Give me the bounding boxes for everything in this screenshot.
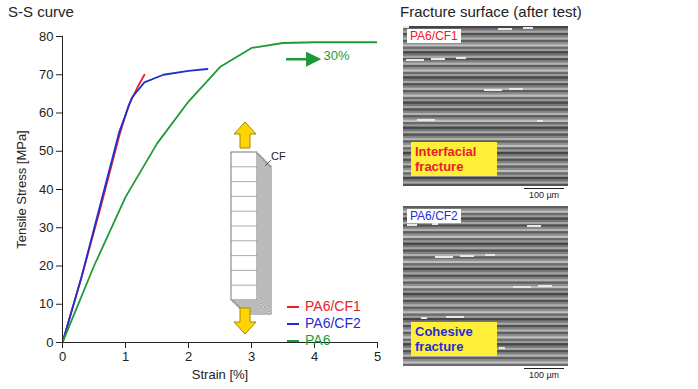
svg-text:30%: 30% (324, 48, 350, 63)
svg-text:4: 4 (311, 349, 318, 364)
html-text:PA6: PA6 (305, 332, 331, 348)
svg-text:3: 3 (248, 349, 255, 364)
svg-text:60: 60 (39, 105, 53, 120)
svg-text:Tensile Stress [MPa]: Tensile Stress [MPa] (14, 130, 29, 249)
html-text:PA6/CF1: PA6/CF1 (410, 29, 458, 43)
html-text:PA6/CF2: PA6/CF2 (410, 209, 458, 223)
svg-text:0: 0 (46, 335, 53, 350)
svg-text:80: 80 (39, 29, 53, 44)
svg-text:30: 30 (39, 220, 53, 235)
html-text:Fracture surface (after test): Fracture surface (after test) (400, 3, 582, 20)
html-text:100 µm: 100 µm (528, 190, 560, 200)
svg-text:1: 1 (122, 349, 129, 364)
svg-text:5: 5 (374, 349, 381, 364)
html-text:100 µm: 100 µm (528, 370, 560, 380)
svg-text:2: 2 (185, 349, 192, 364)
svg-text:70: 70 (39, 67, 53, 82)
html-text:S-S curve: S-S curve (8, 3, 74, 20)
html-text:PA6/CF1: PA6/CF1 (305, 298, 361, 314)
svg-text:50: 50 (39, 143, 53, 158)
html-text:PA6/CF2: PA6/CF2 (305, 315, 361, 331)
svg-text:Strain [%]: Strain [%] (192, 367, 248, 382)
html-text:Interfacial fracture: Interfacial fracture (415, 144, 477, 174)
svg-text:0: 0 (59, 349, 66, 364)
html-text:Cohesive fracture: Cohesive fracture (415, 324, 473, 354)
svg-text:CF: CF (271, 150, 286, 162)
svg-text:10: 10 (39, 296, 53, 311)
svg-text:20: 20 (39, 258, 53, 273)
svg-text:40: 40 (39, 182, 53, 197)
